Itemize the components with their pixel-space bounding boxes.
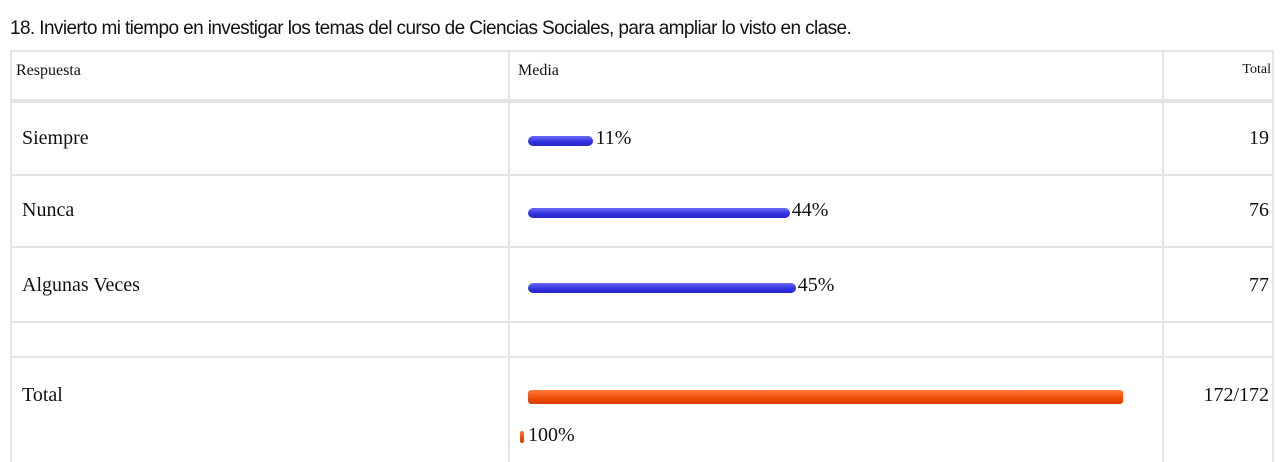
border bbox=[1272, 50, 1274, 462]
row-total: 19 bbox=[1249, 127, 1269, 149]
row-label: Algunas Veces bbox=[22, 274, 140, 296]
percent-bar bbox=[528, 283, 796, 293]
percent-bar bbox=[528, 208, 790, 218]
percent-label: 44% bbox=[791, 199, 829, 221]
row-total: 172/172 bbox=[1203, 384, 1269, 406]
border bbox=[508, 50, 510, 462]
row-total: 76 bbox=[1249, 199, 1269, 221]
border bbox=[1162, 50, 1164, 462]
header-cell: Total bbox=[1242, 62, 1271, 77]
percent-bar bbox=[528, 390, 1123, 404]
percent-marker bbox=[520, 431, 524, 443]
border bbox=[10, 50, 12, 462]
border bbox=[10, 321, 1274, 323]
question-title: 18. Invierto mi tiempo en investigar los… bbox=[10, 18, 852, 39]
row-label: Total bbox=[22, 384, 63, 406]
header-cell: Respuesta bbox=[16, 62, 81, 79]
row-total: 77 bbox=[1249, 274, 1269, 296]
header-cell: Media bbox=[518, 62, 559, 79]
border bbox=[10, 246, 1274, 248]
border bbox=[10, 99, 1274, 103]
percent-label: 45% bbox=[797, 274, 835, 296]
border bbox=[10, 174, 1274, 176]
percent-label: 11% bbox=[595, 127, 632, 149]
row-label: Siempre bbox=[22, 127, 89, 149]
border bbox=[10, 50, 1274, 52]
percent-label: 100% bbox=[528, 424, 575, 446]
percent-bar bbox=[528, 136, 594, 146]
border bbox=[10, 356, 1274, 358]
row-label: Nunca bbox=[22, 199, 75, 221]
